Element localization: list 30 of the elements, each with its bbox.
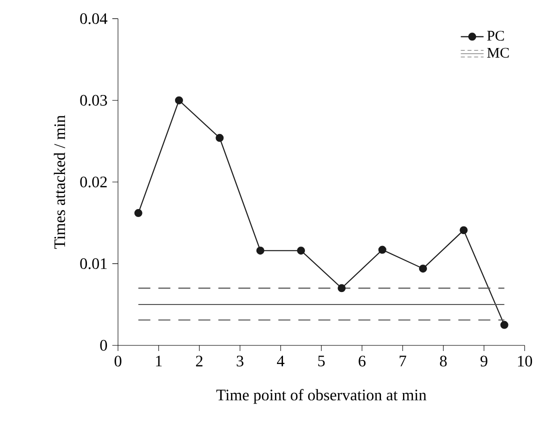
x-tick-label: 3 (236, 356, 244, 366)
x-tick-label: 10 (518, 356, 532, 367)
y-tick-label: 0.02 (80, 176, 107, 188)
y-tick-label: 0.01 (80, 258, 107, 270)
y-tick-label: 0.04 (80, 13, 108, 24)
point (134, 209, 142, 218)
x-tick-label: 0 (114, 356, 122, 367)
x-tick-label: 8 (440, 356, 447, 367)
x-tick-label: 2 (196, 356, 202, 366)
point (174, 96, 184, 104)
y-tick-label: 0 (100, 340, 107, 351)
point (460, 226, 468, 234)
point (297, 246, 305, 255)
point (378, 246, 386, 254)
point (500, 320, 508, 329)
x-tick-label: 1 (156, 356, 162, 366)
point (338, 284, 346, 292)
x-tick-label: 4 (276, 356, 284, 366)
point (216, 134, 224, 142)
legend-label: MC (487, 48, 509, 58)
y-axis-title: Times attacked / min (54, 115, 66, 249)
point (256, 246, 264, 255)
y-tick-label: 0.03 (80, 94, 107, 106)
x-axis-title: Time point of observation at min (216, 389, 426, 404)
point (419, 264, 428, 273)
x-tick-label: 9 (480, 356, 488, 366)
legend-label: PC (487, 30, 504, 41)
x-tick-label: 6 (358, 356, 366, 366)
x-tick-label: 7 (400, 356, 406, 366)
x-tick-label: 5 (318, 356, 325, 366)
